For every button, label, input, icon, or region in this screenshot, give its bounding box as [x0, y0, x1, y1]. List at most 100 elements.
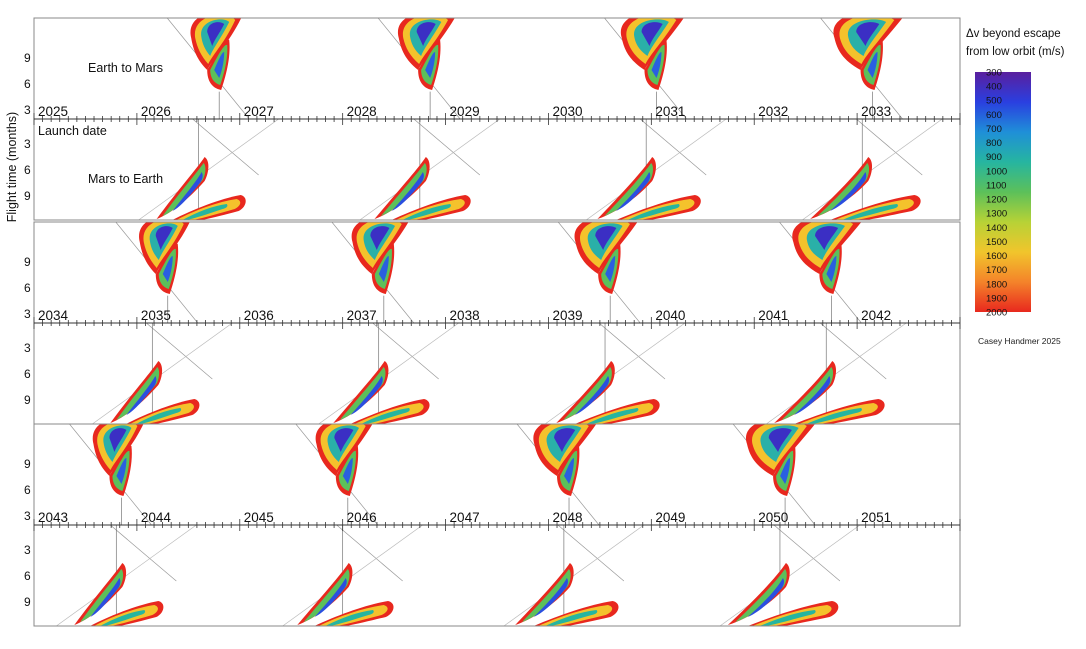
colorbar-tick-label: 2000 [986, 308, 1007, 319]
delta-v-contour [759, 610, 816, 626]
delta-v-contour [162, 256, 173, 282]
delta-v-contour [416, 22, 436, 46]
delta-v-contour [651, 52, 662, 78]
year-label: 2034 [38, 308, 69, 323]
guide-line [503, 525, 645, 626]
delta-v-contour [116, 458, 127, 484]
year-label: 2032 [758, 104, 788, 119]
delta-v-contour [100, 610, 146, 626]
guide-line [359, 119, 501, 220]
guide-line [413, 119, 481, 176]
transfer-window [351, 222, 409, 294]
transfer-window [745, 424, 816, 496]
delta-v-contour [425, 52, 436, 78]
y-tick-label: 9 [24, 189, 31, 203]
annotation-launch-date: Launch date [38, 124, 107, 138]
delta-v-contour [842, 204, 898, 220]
y-tick-label: 3 [24, 543, 31, 557]
guide-line [585, 119, 727, 220]
delta-v-contour [361, 408, 410, 424]
guide-line [336, 525, 403, 582]
delta-v-contour [605, 256, 616, 282]
y-tick-label: 9 [24, 51, 31, 65]
transfer-window [620, 18, 684, 90]
guide-line [766, 323, 907, 424]
panel-frame [33, 17, 961, 120]
transfer-window [398, 18, 455, 90]
transfer-window [297, 563, 394, 626]
annotation-earth-to-mars: Earth to Mars [88, 61, 163, 75]
year-label: 2036 [244, 308, 274, 323]
delta-v-contour [90, 578, 121, 617]
year-label: 2027 [244, 104, 274, 119]
mars-to-earth-panel: 3 6 9 [24, 118, 961, 221]
delta-v-contour [172, 172, 203, 211]
transfer-window [139, 222, 190, 294]
delta-v-contour [806, 408, 862, 424]
mars-to-earth-panel: 3 6 9 [24, 524, 961, 627]
year-axis: 2034 2035 2036 2037 2038 2039 2040 2041 2042 [33, 308, 961, 329]
year-axis: 2043 2044 2045 2046 2047 2048 2049 2050 2051 [33, 510, 961, 531]
colorbar-tick-label: 1300 [986, 209, 1007, 220]
guide-line [557, 525, 625, 582]
delta-v-contour [774, 361, 837, 423]
delta-v-contour [402, 204, 451, 220]
delta-v-contour [856, 22, 880, 46]
year-label: 2038 [450, 308, 480, 323]
y-tick-label: 9 [24, 255, 31, 269]
delta-v-contour [574, 376, 610, 415]
guide-line [318, 323, 459, 424]
guide-line [282, 525, 423, 626]
earth-to-mars-panel: 9 6 3 [24, 221, 961, 324]
colorbar-tick-label: 900 [986, 152, 1002, 163]
transfer-window [792, 222, 862, 294]
delta-v-contour [214, 52, 225, 78]
delta-v-contour [867, 52, 878, 78]
colorbar-tick-label: 1600 [986, 251, 1007, 262]
y-tick-label: 6 [24, 163, 31, 177]
guide-line [544, 323, 686, 424]
year-label: 2044 [141, 510, 172, 525]
delta-v-contour [391, 172, 424, 211]
y-tick-label: 9 [24, 595, 31, 609]
delta-v-contour [110, 361, 163, 423]
guide-line [598, 323, 666, 380]
year-label: 2049 [655, 510, 685, 525]
delta-v-contour [303, 569, 350, 622]
delta-v-contour [297, 563, 353, 625]
delta-v-contour [810, 157, 873, 219]
colorbar-tick-label: 800 [986, 138, 1002, 149]
delta-v-contour [334, 428, 354, 452]
guide-line [192, 119, 259, 176]
transfer-window [74, 563, 164, 626]
y-tick-label: 3 [24, 509, 31, 523]
y-tick-label: 9 [24, 457, 31, 471]
year-label: 2037 [347, 308, 377, 323]
colorbar-tick-label: 400 [986, 82, 1002, 93]
guide-line [110, 525, 177, 582]
year-label: 2026 [141, 104, 171, 119]
transfer-window [533, 424, 597, 496]
delta-v-contour [781, 367, 834, 420]
year-axis: 2025 2026 2027 2028 2029 2030 2031 2032 2033 [33, 104, 961, 125]
delta-v-contour [735, 569, 787, 622]
guide-line [92, 323, 233, 424]
colorbar-tick-label: 1800 [986, 279, 1007, 290]
delta-v-contour [126, 376, 157, 415]
delta-v-contour [641, 22, 663, 46]
y-tick-label: 6 [24, 281, 31, 295]
panel-frame [33, 423, 961, 526]
delta-v-contour [604, 163, 654, 216]
y-tick-label: 9 [24, 393, 31, 407]
delta-v-contour [155, 226, 173, 250]
colorbar-tick-label: 500 [986, 96, 1002, 107]
year-label: 2050 [758, 510, 788, 525]
delta-v-contour [545, 610, 598, 626]
transfer-window [374, 157, 471, 220]
year-label: 2029 [450, 104, 480, 119]
delta-v-contour [350, 376, 383, 415]
year-label: 2033 [861, 104, 891, 119]
delta-v-contour [109, 428, 127, 452]
y-tick-label: 3 [24, 341, 31, 355]
